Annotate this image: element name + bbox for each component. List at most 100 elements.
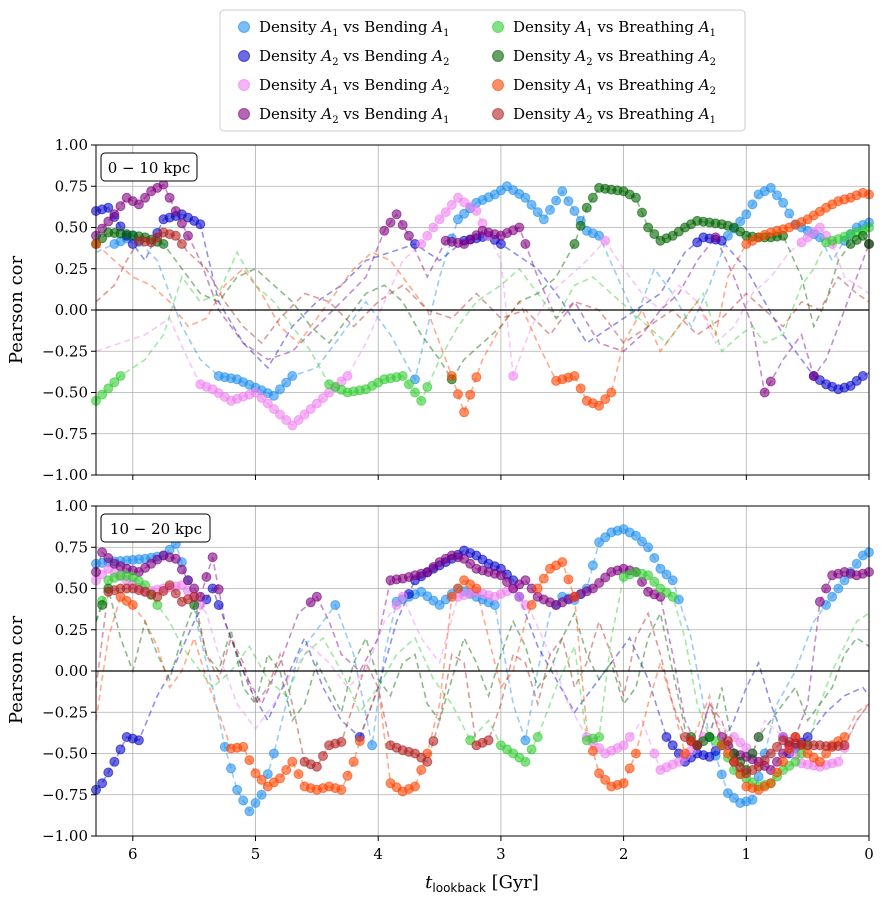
series-point	[594, 400, 605, 411]
series-point	[103, 216, 114, 227]
series-point	[397, 220, 408, 230]
series-point	[293, 769, 304, 780]
series-point	[772, 767, 782, 778]
series-point	[778, 197, 789, 208]
legend-label-part: A	[573, 18, 586, 36]
series-point	[311, 398, 322, 409]
series-point	[158, 239, 169, 249]
series-point	[594, 768, 605, 779]
series-point	[287, 756, 298, 767]
series-point	[446, 591, 457, 602]
legend-label-part: Density	[513, 18, 575, 36]
series-point	[814, 222, 825, 233]
y-tick-label: 0.75	[55, 538, 88, 556]
series-point	[311, 591, 322, 602]
series-point	[735, 216, 746, 227]
series-point	[471, 206, 482, 216]
series-point	[587, 583, 598, 594]
series-point	[244, 755, 255, 766]
series-point	[318, 751, 328, 761]
y-tick-label: −0.75	[42, 425, 88, 443]
series-point	[275, 773, 285, 784]
series-point	[281, 415, 292, 425]
legend-label-part: A	[573, 105, 586, 123]
series-point	[772, 741, 782, 752]
series-point	[680, 748, 690, 759]
series-point	[201, 572, 212, 582]
series-point	[667, 591, 678, 602]
series-point	[176, 564, 187, 575]
series-point	[808, 371, 819, 381]
series-point	[790, 756, 801, 767]
series-point	[673, 756, 684, 767]
series-point	[281, 377, 292, 388]
panel-outer-ylabel: Pearson cor	[6, 616, 27, 725]
series-point	[281, 765, 292, 775]
series-point	[459, 407, 470, 418]
series-point	[753, 732, 764, 742]
legend-label-part: 1	[710, 28, 716, 39]
series-point	[569, 591, 580, 602]
series-point	[630, 192, 641, 203]
panel-inner-yticks: −1.00 −0.75 −0.50 −0.25 0.00 0.25 0.50 0.75 1.00	[42, 136, 96, 484]
y-tick-label: −1.00	[42, 466, 88, 484]
panel-outer-xticks: 6 5 4 3 2 1 0	[128, 836, 874, 863]
series-point	[710, 232, 721, 243]
series-curve	[95, 187, 870, 381]
series-point	[729, 756, 739, 767]
series-point	[643, 542, 654, 553]
panel-inner: −1.00 −0.75 −0.50 −0.25 0.00 0.25 0.50 0.75 1.00…	[6, 136, 874, 484]
legend-label-part: A	[430, 18, 443, 36]
x-axis-label: tlookback [Gyr]	[425, 872, 539, 895]
series-point	[164, 580, 175, 591]
series-point	[410, 387, 420, 398]
series-point	[336, 784, 347, 795]
series-point	[857, 230, 868, 241]
series-point	[391, 600, 402, 610]
series-point	[495, 239, 506, 249]
x-axis-label-main: t	[425, 872, 433, 893]
series-point	[569, 206, 580, 216]
legend-label: Density A1 vs Breathing A1	[513, 18, 716, 39]
series-point	[747, 794, 758, 805]
series-point	[164, 192, 175, 203]
legend-label-part: vs Breathing	[593, 18, 699, 36]
series-point	[839, 740, 850, 751]
legend-label-part: Density	[513, 76, 575, 94]
series-point	[416, 395, 427, 406]
y-tick-label: 1.00	[55, 497, 88, 515]
legend-label-part: 1	[586, 28, 592, 39]
series-point	[637, 207, 647, 218]
x-tick-label: 6	[128, 845, 138, 863]
y-tick-label: 0.50	[55, 219, 88, 237]
series-point	[624, 763, 635, 774]
series-point	[704, 732, 715, 742]
series-point	[643, 222, 654, 233]
legend-label-part: A	[319, 76, 332, 94]
series-point	[262, 769, 273, 780]
series-point	[747, 199, 758, 210]
series-point	[453, 389, 463, 400]
panel-inner-points	[91, 179, 874, 431]
series-point	[97, 600, 108, 610]
series-point	[526, 600, 537, 610]
series-point	[520, 239, 531, 249]
series-point	[403, 379, 414, 390]
legend-label: Density A2 vs Bending A1	[259, 105, 449, 126]
series-point	[103, 553, 114, 563]
series-point	[821, 583, 832, 594]
series-point	[618, 740, 629, 751]
legend-label-part: 1	[443, 115, 449, 126]
series-point	[471, 583, 482, 594]
series-point	[655, 563, 666, 574]
series-point	[587, 560, 598, 571]
series-point	[753, 771, 764, 782]
y-tick-label: 0.25	[55, 260, 88, 278]
panel-outer-yticks: −1.00 −0.75 −0.50 −0.25 0.00 0.25 0.50 0.75 1.00	[42, 497, 96, 845]
series-point	[587, 192, 598, 203]
series-point	[600, 394, 611, 405]
legend-marker	[492, 108, 504, 120]
series-point	[569, 371, 580, 381]
